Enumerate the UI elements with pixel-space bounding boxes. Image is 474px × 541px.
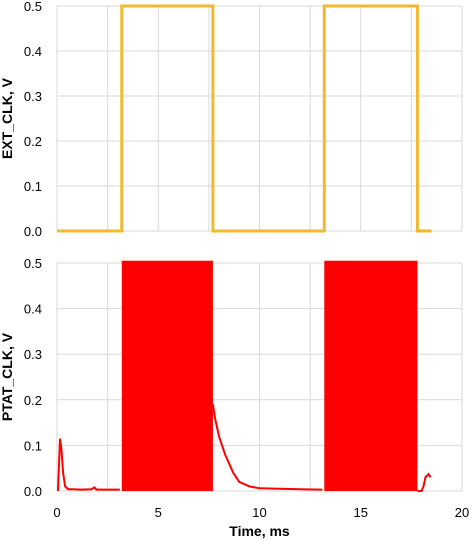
ptat-clk-burst-block — [121, 260, 213, 491]
ptat-clk-y-tick-label: 0.0 — [24, 484, 42, 499]
ptat-clk-y-tick-label: 0.2 — [24, 393, 42, 408]
ext-clk-series-line — [57, 4, 432, 233]
ptat-clk-x-tick-label: 20 — [455, 505, 469, 520]
ptat-clk-y-tick-label: 0.4 — [24, 302, 42, 317]
ext-clk-y-tick-label: 0.1 — [24, 179, 42, 194]
ptat-clk-panel: 0.0 0.1 0.2 0.3 0.4 0.5 0 5 10 15 20 — [24, 256, 469, 520]
ptat-clk-x-tick-label: 15 — [354, 505, 368, 520]
ptat-clk-burst-block — [324, 260, 418, 491]
ptat-clk-y-axis-title: PTAT_CLK, V — [0, 332, 15, 421]
ext-clk-panel: 0.0 0.1 0.2 0.3 0.4 0.5 — [24, 0, 463, 239]
ptat-clk-y-tick-label: 0.1 — [24, 438, 42, 453]
ptat-clk-y-tick-label: 0.3 — [24, 347, 42, 362]
ext-clk-y-tick-label: 0.2 — [24, 134, 42, 149]
ptat-clk-series-line — [211, 404, 323, 491]
x-axis-title: Time, ms — [229, 523, 290, 539]
ext-clk-y-tick-label: 0.5 — [24, 0, 42, 14]
ptat-clk-y-tick-label: 0.5 — [24, 256, 42, 271]
ext-clk-y-tick-label: 0.4 — [24, 44, 42, 59]
ptat-clk-x-tick-label: 10 — [252, 505, 266, 520]
ext-clk-y-tick-label: 0.0 — [24, 224, 42, 239]
ptat-clk-series-line — [417, 472, 432, 492]
ext-clk-y-tick-label: 0.3 — [24, 89, 42, 104]
ptat-clk-series-line — [57, 438, 120, 492]
ptat-clk-x-tick-label: 0 — [53, 505, 60, 520]
ext-clk-y-axis-title: EXT_CLK, V — [0, 77, 15, 159]
ptat-clk-x-tick-label: 5 — [155, 505, 162, 520]
